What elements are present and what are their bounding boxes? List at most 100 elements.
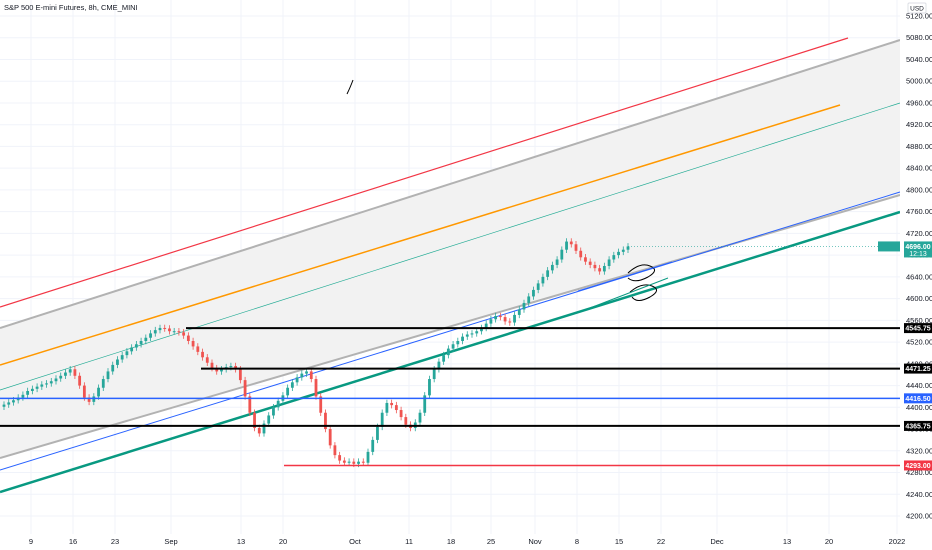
candle-body (149, 333, 152, 338)
candle-body (428, 379, 431, 396)
time-tick-label: 13 (237, 537, 245, 546)
price-tick-label: 4960.00 (906, 98, 932, 107)
price-badges: 4545.75 4471.25 4416.50 4365.75 4293.00 4696.… (628, 241, 932, 471)
candle-body (508, 321, 512, 323)
trend-mark-lower (589, 277, 669, 309)
price-axis-bg (900, 0, 932, 550)
candle-body (68, 369, 72, 373)
candle-body (45, 383, 48, 385)
time-axis-bg (0, 534, 932, 550)
time-tick-label: 20 (279, 537, 287, 546)
candle-body (215, 368, 219, 372)
candle-body (210, 362, 214, 369)
level-badge-label: 4471.25 (905, 366, 930, 373)
level-badge (904, 420, 932, 431)
price-tick-label: 4520.00 (906, 338, 932, 347)
price-tick-label: 4440.00 (906, 381, 932, 390)
price-tick-label: 4720.00 (906, 229, 932, 238)
candle-body (574, 244, 578, 251)
candle-body (579, 250, 583, 258)
candle-body (489, 319, 493, 324)
candle-body (475, 331, 479, 334)
candle-body (385, 402, 389, 413)
currency-label: USD (910, 6, 924, 13)
price-tick-label: 5000.00 (906, 77, 932, 86)
candle-body (134, 344, 138, 348)
candle-body (423, 395, 427, 413)
time-tick-label: 25 (487, 537, 495, 546)
candle-body (205, 357, 209, 363)
candle-body (394, 405, 398, 411)
candle-body (550, 264, 554, 271)
channel-upper-line (0, 39, 901, 329)
candle-body (588, 261, 592, 265)
time-tick-label: Nov (528, 537, 542, 546)
candle-body (101, 379, 105, 388)
time-tick-label: 20 (825, 537, 833, 546)
candle-body (220, 369, 223, 372)
price-tick-label: 4840.00 (906, 164, 932, 173)
price-tick-label: 4600.00 (906, 294, 932, 303)
candle-body (305, 371, 308, 374)
candle-body (602, 266, 606, 272)
candle-body (314, 379, 318, 397)
chart-drawings (0, 37, 901, 494)
time-tick-label: 9 (29, 537, 33, 546)
candle-body (517, 309, 521, 315)
candle-body (35, 386, 39, 389)
candle-body (73, 369, 77, 376)
candle-body (300, 373, 304, 378)
candle-body (546, 270, 550, 277)
candle-body (376, 426, 379, 440)
candle-body (177, 331, 181, 333)
candle-body (612, 255, 616, 260)
candle-body (527, 296, 531, 303)
candle-body (40, 384, 44, 387)
candle-body (276, 400, 280, 408)
candle-body (484, 323, 488, 328)
candle-body (229, 366, 233, 368)
channel-blue-line (0, 191, 901, 471)
candle-body (324, 412, 327, 430)
candle-body (130, 347, 134, 352)
time-tick-label: 16 (69, 537, 77, 546)
candle-body (593, 264, 597, 269)
time-axis[interactable]: 9 16 23 Sep 13 20 Oct 11 18 25 Nov 8 15 22 Dec 13 20 2022 (29, 537, 905, 546)
level-badge-label: 4293.00 (905, 463, 930, 470)
candle-body (621, 249, 625, 252)
freehand-circle-upper (627, 264, 655, 282)
candle-body (319, 396, 323, 413)
candle-body (26, 391, 30, 395)
price-tick-label: 4560.00 (906, 316, 932, 325)
candle-body (64, 372, 67, 376)
price-tick-label: 4240.00 (906, 490, 932, 499)
price-tick-label: 4760.00 (906, 207, 932, 216)
candle-body (503, 317, 507, 322)
candle-body (418, 412, 422, 423)
candle-body (116, 359, 119, 365)
candle-body (59, 375, 63, 379)
last-price-badge (904, 241, 932, 258)
candle-body (569, 241, 573, 245)
candle-body (111, 364, 115, 372)
candle-body (361, 461, 365, 463)
candle-body (54, 378, 58, 382)
candle-body (465, 334, 469, 337)
candle-body (470, 333, 474, 335)
currency-badge: USD (907, 2, 927, 14)
candle-body (201, 351, 204, 358)
candle-body (21, 394, 25, 398)
candle-body (494, 316, 498, 320)
candle-body (168, 328, 171, 332)
level-badge (904, 363, 932, 374)
chart-title: S&P 500 E-mini Futures, 8h, CME_MINI (4, 3, 138, 12)
time-tick-label: 23 (111, 537, 119, 546)
candle-body (498, 316, 502, 318)
candle-body (480, 327, 483, 332)
price-tick-label: 4640.00 (906, 272, 932, 281)
candle-body (82, 385, 86, 398)
candle-body (513, 314, 516, 323)
candle-body (347, 461, 351, 463)
candle-body (144, 337, 148, 341)
